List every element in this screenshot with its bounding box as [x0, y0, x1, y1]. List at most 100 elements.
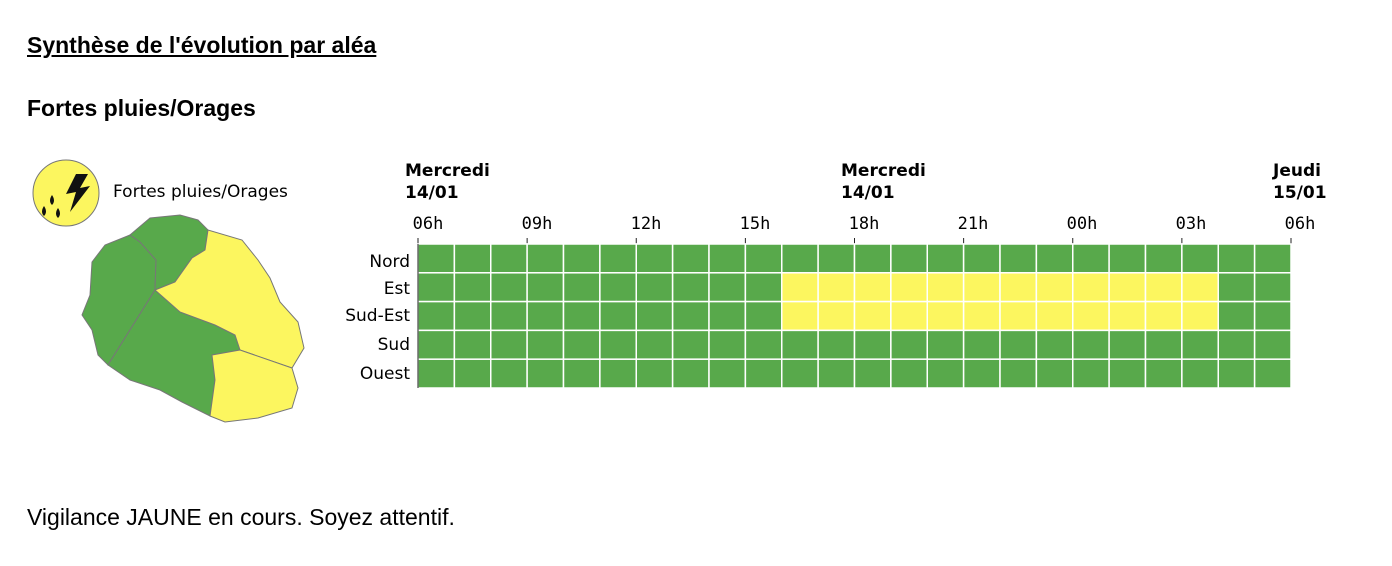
- grid-cell-ouest: [853, 358, 892, 389]
- grid-cell-ouest: [962, 358, 1001, 389]
- reunion-island-map: [32, 159, 305, 423]
- grid-cell-sud-est: [962, 300, 1001, 332]
- grid-cell-est: [635, 272, 674, 303]
- grid-cell-est: [1035, 272, 1074, 303]
- grid-cell-sud: [417, 329, 456, 360]
- grid-cell-est: [708, 272, 747, 303]
- grid-cell-ouest: [417, 358, 456, 389]
- grid-cell-sud: [1108, 329, 1147, 360]
- grid-cell-est: [999, 272, 1038, 303]
- section-title: Synthèse de l'évolution par aléa: [27, 32, 377, 58]
- zone-label-ouest: Ouest: [359, 364, 410, 384]
- zone-label-est: Est: [383, 279, 410, 299]
- grid-cell-nord: [671, 243, 710, 274]
- grid-cell-nord: [599, 243, 637, 274]
- grid-cell-sud: [1181, 329, 1219, 360]
- storm-rain-icon: [32, 159, 100, 227]
- grid-cell-est: [490, 272, 528, 303]
- grid-cell-est: [562, 272, 601, 303]
- grid-cell-sud: [635, 329, 674, 360]
- grid-cell-sud: [1035, 329, 1074, 360]
- grid-cell-est: [853, 272, 892, 303]
- grid-cell-nord: [744, 243, 783, 274]
- grid-cell-sud-est: [635, 300, 674, 332]
- grid-cell-sud: [490, 329, 528, 360]
- grid-cell-nord: [1035, 243, 1074, 274]
- grid-cell-sud: [890, 329, 928, 360]
- grid-cell-sud: [817, 329, 856, 360]
- grid-cell-nord: [962, 243, 1001, 274]
- grid-cell-sud-est: [1108, 300, 1147, 332]
- grid-cell-nord: [1253, 243, 1292, 274]
- grid-cell-ouest: [1108, 358, 1147, 389]
- grid-cell-est: [671, 272, 710, 303]
- grid-cell-nord: [1181, 243, 1219, 274]
- grid-cell-est: [526, 272, 565, 303]
- map-zone-sud-est: [209, 349, 299, 423]
- grid-cell-est: [1072, 272, 1110, 303]
- grid-cell-sud-est: [526, 300, 565, 332]
- grid-cell-sud-est: [417, 300, 456, 332]
- hour-label: 06h: [1284, 214, 1316, 234]
- hazard-title: Fortes pluies/Orages: [27, 95, 256, 121]
- hour-label: 06h: [412, 214, 444, 234]
- grid-cell-sud: [962, 329, 1001, 360]
- hour-label: 03h: [1175, 214, 1207, 234]
- grid-cell-nord: [417, 243, 456, 274]
- day-date: 15/01: [1273, 183, 1327, 203]
- grid-cell-sud-est: [817, 300, 856, 332]
- vigilance-grid: [417, 238, 1292, 389]
- grid-cell-sud: [926, 329, 965, 360]
- grid-cell-est: [1108, 272, 1147, 303]
- grid-cell-ouest: [708, 358, 747, 389]
- grid-cell-nord: [1072, 243, 1110, 274]
- grid-cell-sud: [1253, 329, 1292, 360]
- grid-cell-sud: [453, 329, 492, 360]
- grid-cell-ouest: [1035, 358, 1074, 389]
- grid-cell-sud-est: [453, 300, 492, 332]
- grid-cell-ouest: [1217, 358, 1256, 389]
- grid-cell-nord: [708, 243, 747, 274]
- grid-cell-nord: [781, 243, 819, 274]
- grid-cell-ouest: [1181, 358, 1219, 389]
- grid-cell-sud-est: [1035, 300, 1074, 332]
- zone-label-sud-est: Sud-Est: [345, 306, 410, 326]
- grid-cell-nord: [890, 243, 928, 274]
- grid-cell-sud: [671, 329, 710, 360]
- vigilance-status-text: Vigilance JAUNE en cours. Soyez attentif…: [27, 504, 455, 530]
- grid-cell-est: [417, 272, 456, 303]
- grid-cell-sud: [526, 329, 565, 360]
- grid-cell-nord: [926, 243, 965, 274]
- grid-cell-nord: [853, 243, 892, 274]
- grid-cell-sud-est: [1253, 300, 1292, 332]
- grid-cell-sud-est: [744, 300, 783, 332]
- grid-cell-sud: [999, 329, 1038, 360]
- hour-label: 15h: [739, 214, 771, 234]
- grid-cell-sud-est: [1144, 300, 1183, 332]
- grid-cell-nord: [817, 243, 856, 274]
- hour-label: 00h: [1066, 214, 1098, 234]
- day-name: Mercredi: [841, 161, 926, 181]
- grid-cell-sud: [1144, 329, 1183, 360]
- grid-cell-sud: [853, 329, 892, 360]
- grid-cell-est: [781, 272, 819, 303]
- zone-label-nord: Nord: [369, 252, 410, 272]
- vigilance-timeline: Mercredi 14/01 Mercredi 14/01 Jeudi 15/0…: [345, 161, 1327, 389]
- grid-cell-est: [926, 272, 965, 303]
- grid-cell-est: [890, 272, 928, 303]
- hour-label: 18h: [848, 214, 880, 234]
- grid-cell-nord: [1144, 243, 1183, 274]
- day-name: Mercredi: [405, 161, 490, 181]
- grid-cell-ouest: [744, 358, 783, 389]
- grid-cell-sud-est: [1217, 300, 1256, 332]
- grid-cell-sud-est: [890, 300, 928, 332]
- hour-label: 09h: [521, 214, 553, 234]
- grid-cell-sud-est: [1072, 300, 1110, 332]
- grid-cell-nord: [1108, 243, 1147, 274]
- grid-cell-ouest: [599, 358, 637, 389]
- grid-cell-ouest: [817, 358, 856, 389]
- grid-cell-est: [1217, 272, 1256, 303]
- reunion-vigilance-map: Fortes pluies/Orages: [30, 150, 330, 430]
- grid-cell-est: [1253, 272, 1292, 303]
- grid-cell-sud: [781, 329, 819, 360]
